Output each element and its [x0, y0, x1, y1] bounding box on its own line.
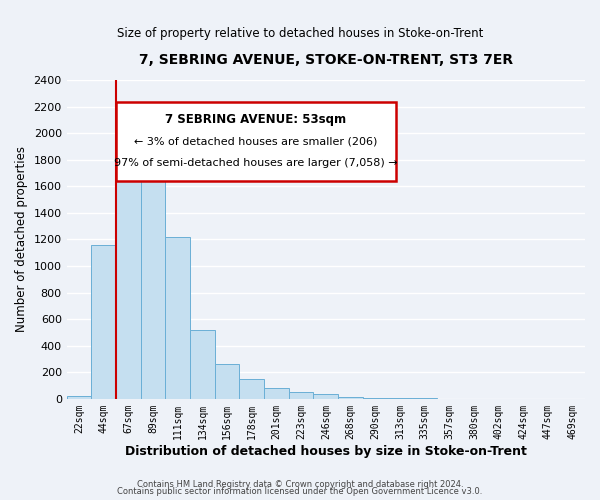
Title: 7, SEBRING AVENUE, STOKE-ON-TRENT, ST3 7ER: 7, SEBRING AVENUE, STOKE-ON-TRENT, ST3 7… [139, 52, 513, 66]
Bar [91, 245, 116, 399]
Bar [338, 397, 363, 399]
Bar [313, 394, 338, 399]
Bar [363, 398, 388, 399]
Text: Contains HM Land Registry data © Crown copyright and database right 2024.: Contains HM Land Registry data © Crown c… [137, 480, 463, 489]
Bar [190, 330, 215, 399]
Bar [116, 140, 141, 399]
Text: 7 SEBRING AVENUE: 53sqm: 7 SEBRING AVENUE: 53sqm [165, 113, 346, 126]
Bar [239, 379, 264, 399]
Bar [141, 154, 166, 399]
Text: Size of property relative to detached houses in Stoke-on-Trent: Size of property relative to detached ho… [117, 28, 483, 40]
Bar [264, 388, 289, 399]
FancyBboxPatch shape [116, 102, 396, 180]
Bar [289, 392, 313, 399]
Text: Contains public sector information licensed under the Open Government Licence v3: Contains public sector information licen… [118, 487, 482, 496]
Bar [388, 398, 412, 399]
Text: ← 3% of detached houses are smaller (206): ← 3% of detached houses are smaller (206… [134, 136, 377, 146]
Y-axis label: Number of detached properties: Number of detached properties [15, 146, 28, 332]
Bar [166, 237, 190, 399]
Bar [215, 364, 239, 399]
Text: 97% of semi-detached houses are larger (7,058) →: 97% of semi-detached houses are larger (… [114, 158, 398, 168]
Bar [67, 396, 91, 399]
X-axis label: Distribution of detached houses by size in Stoke-on-Trent: Distribution of detached houses by size … [125, 444, 527, 458]
